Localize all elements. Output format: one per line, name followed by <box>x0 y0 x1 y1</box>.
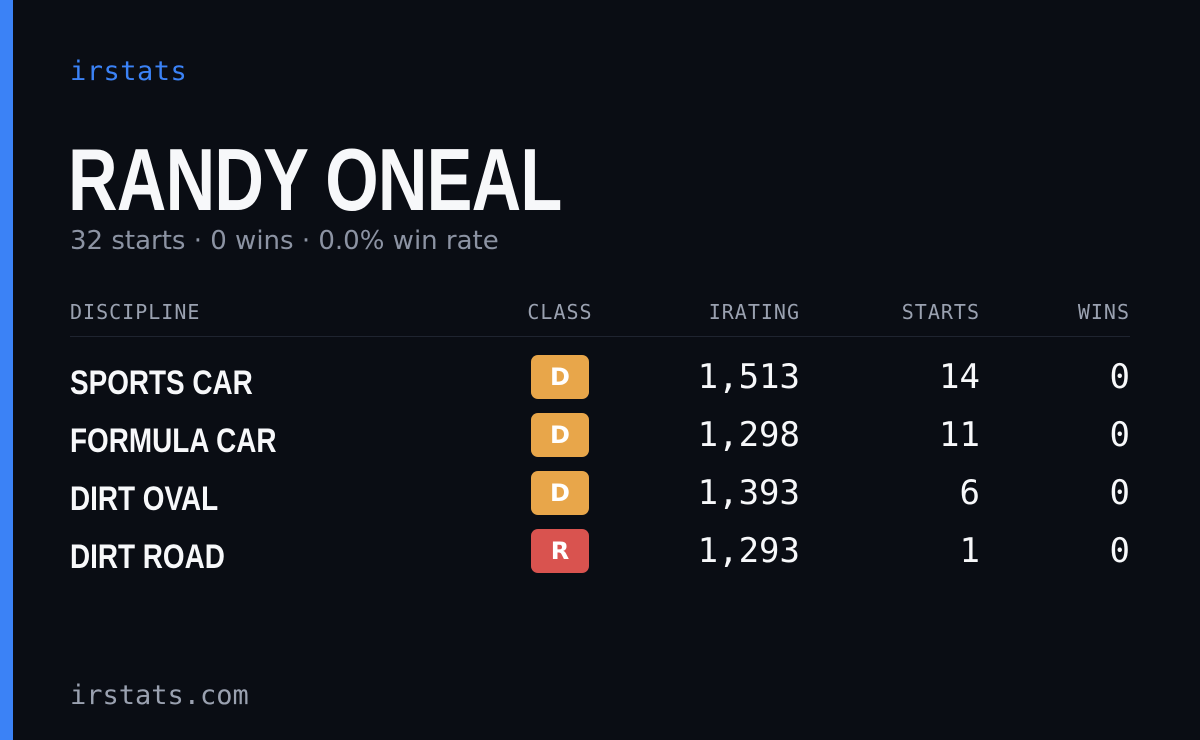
header-class: CLASS <box>527 300 593 324</box>
table-body: SPORTS CAR D 1,513 14 0 FORMULA CAR D 1,… <box>70 337 1130 585</box>
table-row: DIRT ROAD R 1,293 1 0 <box>70 527 1130 585</box>
table-row: FORMULA CAR D 1,298 11 0 <box>70 411 1130 469</box>
class-badge: D <box>531 355 589 399</box>
starts-value: 6 <box>959 473 980 513</box>
irating-value: 1,513 <box>697 357 800 397</box>
wins-value: 0 <box>1109 415 1130 455</box>
wins-value: 0 <box>1109 357 1130 397</box>
driver-name: RANDY ONEAL <box>68 130 562 229</box>
class-badge: D <box>531 413 589 457</box>
driver-summary: 32 starts · 0 wins · 0.0% win rate <box>70 226 499 256</box>
irating-value: 1,393 <box>697 473 800 513</box>
table-row: SPORTS CAR D 1,513 14 0 <box>70 353 1130 411</box>
discipline-name: DIRT ROAD <box>70 538 225 576</box>
irating-value: 1,293 <box>697 531 800 571</box>
accent-bar <box>0 0 13 740</box>
starts-value: 11 <box>939 415 980 455</box>
wins-value: 0 <box>1109 473 1130 513</box>
header-irating: IRATING <box>708 300 800 324</box>
wins-value: 0 <box>1109 531 1130 571</box>
footer-url: irstats.com <box>70 680 249 711</box>
class-badge: D <box>531 471 589 515</box>
discipline-table: DISCIPLINE CLASS IRATING STARTS WINS SPO… <box>70 296 1130 585</box>
header-starts: STARTS <box>901 300 980 324</box>
discipline-name: SPORTS CAR <box>70 364 253 402</box>
discipline-name: FORMULA CAR <box>70 422 277 460</box>
class-badge: R <box>531 529 589 573</box>
irating-value: 1,298 <box>697 415 800 455</box>
header-wins: WINS <box>1077 300 1130 324</box>
discipline-name: DIRT OVAL <box>70 480 219 518</box>
brand-logo: irstats <box>70 56 188 87</box>
starts-value: 14 <box>939 357 980 397</box>
header-discipline: DISCIPLINE <box>70 300 201 324</box>
table-header: DISCIPLINE CLASS IRATING STARTS WINS <box>70 296 1130 337</box>
starts-value: 1 <box>959 531 980 571</box>
table-row: DIRT OVAL D 1,393 6 0 <box>70 469 1130 527</box>
